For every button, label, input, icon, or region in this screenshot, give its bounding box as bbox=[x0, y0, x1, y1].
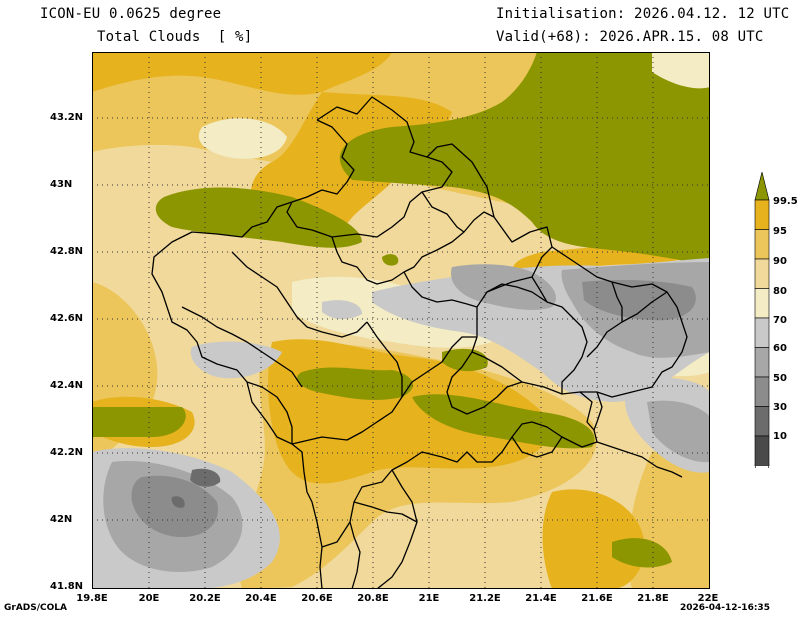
band-99d bbox=[297, 367, 413, 400]
colorbar-box bbox=[754, 288, 770, 319]
colorbar-label: 90 bbox=[773, 256, 787, 267]
lon-label: 21.6E bbox=[581, 593, 613, 604]
lon-label: 20.4E bbox=[245, 593, 277, 604]
band-70 bbox=[198, 118, 287, 159]
band-99e bbox=[412, 394, 595, 449]
lat-label: 42.4N bbox=[50, 380, 84, 391]
lat-label: 42.6N bbox=[50, 313, 84, 324]
colorbar-box bbox=[754, 317, 770, 348]
lon-label: 21.8E bbox=[637, 593, 669, 604]
grads-credit: GrADS/COLA bbox=[4, 603, 67, 613]
lon-label: 20.2E bbox=[189, 593, 221, 604]
lon-label: 20.6E bbox=[301, 593, 333, 604]
lat-label: 43.2N bbox=[50, 112, 84, 123]
band-50 bbox=[451, 264, 556, 310]
colorbar-box bbox=[754, 406, 770, 437]
admin-borders bbox=[151, 96, 688, 589]
colorbar-label: 70 bbox=[773, 315, 787, 326]
lat-label: 42.2N bbox=[50, 447, 84, 458]
lon-label: 22E bbox=[697, 593, 719, 604]
lat-lon-grid bbox=[92, 52, 710, 589]
lon-label: 21E bbox=[418, 593, 440, 604]
colorbar-bottom-triangle bbox=[754, 465, 770, 468]
lat-label: 42.8N bbox=[50, 246, 84, 257]
colorbar-box bbox=[754, 199, 770, 230]
colorbar-label: 50 bbox=[773, 373, 787, 384]
render-timestamp: 2026-04-12-16:35 bbox=[680, 603, 770, 613]
band-30 bbox=[131, 475, 218, 537]
colorbar-label: 10 bbox=[773, 431, 787, 442]
band-99g bbox=[612, 538, 672, 568]
lat-label: 41.8N bbox=[50, 581, 84, 592]
lon-label: 21.2E bbox=[469, 593, 501, 604]
colorbar bbox=[754, 172, 770, 468]
init-time: Initialisation: 2026.04.12. 12 UTC bbox=[496, 6, 790, 22]
colorbar-label: 30 bbox=[773, 402, 787, 413]
colorbar-label: 95 bbox=[773, 226, 787, 237]
band-60e bbox=[322, 300, 362, 320]
band-99c bbox=[92, 407, 186, 437]
colorbar-label: 60 bbox=[773, 343, 787, 354]
colorbar-box bbox=[754, 347, 770, 378]
lon-label: 19.8E bbox=[76, 593, 108, 604]
lon-label: 20E bbox=[138, 593, 160, 604]
lon-label: 20.8E bbox=[357, 593, 389, 604]
valid-time: Valid(+68): 2026.APR.15. 08 UTC bbox=[496, 29, 764, 45]
colorbar-label: 80 bbox=[773, 286, 787, 297]
band-70c bbox=[652, 52, 710, 89]
band-99h bbox=[382, 254, 399, 266]
field-title: Total Clouds [ %] bbox=[97, 29, 253, 45]
band-99 bbox=[339, 52, 710, 267]
model-title: ICON-EU 0.0625 degree bbox=[40, 6, 222, 22]
band-30b bbox=[582, 279, 696, 321]
colorbar-box bbox=[754, 258, 770, 289]
band-95f bbox=[542, 489, 645, 589]
lat-label: 43N bbox=[50, 179, 73, 190]
colorbar-label: 99.5 bbox=[773, 196, 798, 207]
colorbar-box bbox=[754, 435, 770, 466]
lat-label: 42N bbox=[50, 514, 73, 525]
band-50d bbox=[647, 400, 710, 463]
lon-label: 21.4E bbox=[525, 593, 557, 604]
colorbar-box bbox=[754, 229, 770, 260]
colorbar-top-triangle bbox=[754, 172, 770, 201]
colorbar-box bbox=[754, 376, 770, 407]
cloud-cover-map bbox=[92, 52, 710, 589]
band-10b bbox=[171, 496, 185, 508]
